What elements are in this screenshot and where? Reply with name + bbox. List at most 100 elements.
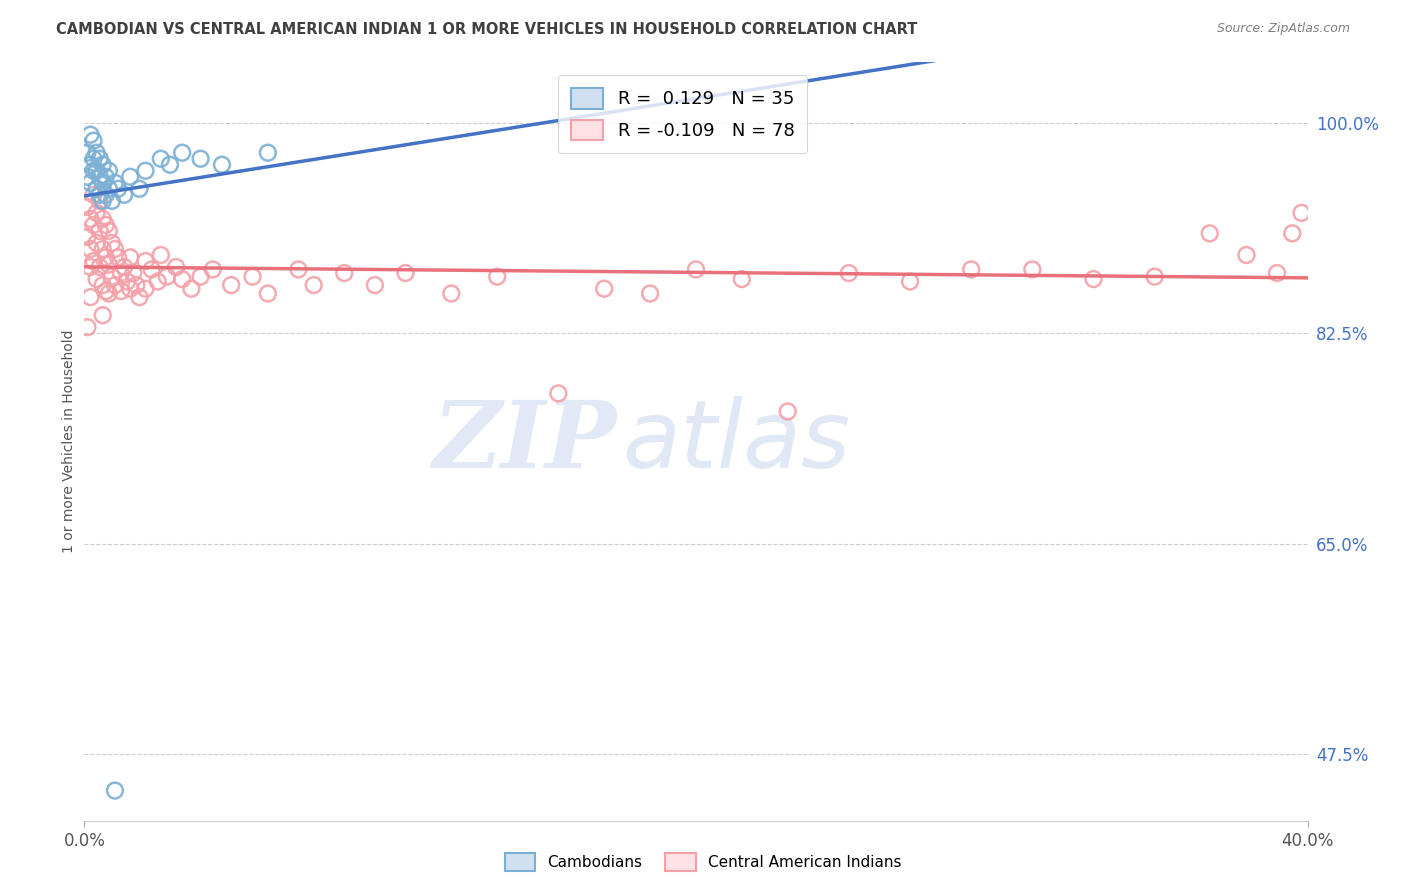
Point (122, 266, 145, 280)
Point (440, 286, 463, 301)
Point (190, 269, 212, 284)
Point (89, 169, 111, 184)
Point (94, 218, 117, 232)
Point (190, 152, 212, 166)
Point (201, 262, 224, 277)
Point (104, 278, 127, 293)
Point (79, 260, 101, 274)
Point (101, 269, 124, 284)
Point (257, 286, 280, 301)
Point (97, 286, 120, 301)
Point (593, 282, 616, 296)
Point (76, 169, 98, 184)
Point (104, 242, 127, 256)
Point (898, 275, 921, 289)
Point (547, 386, 569, 401)
Point (76, 145, 98, 160)
Point (79, 158, 101, 172)
Point (79, 290, 101, 304)
Point (731, 272, 754, 286)
Point (211, 158, 233, 172)
Point (89, 187, 111, 202)
Point (104, 783, 127, 797)
Point (165, 260, 187, 274)
Point (302, 278, 325, 293)
Point (76, 200, 98, 214)
Point (83, 163, 105, 178)
Point (97, 163, 120, 178)
Point (1236, 248, 1258, 262)
Point (1198, 227, 1220, 241)
Point (91, 242, 114, 256)
Point (76, 230, 98, 244)
Point (91, 158, 114, 172)
Point (1291, 206, 1313, 220)
Point (128, 290, 150, 304)
Point (89, 224, 111, 238)
Point (94, 284, 117, 298)
Point (149, 248, 172, 262)
Point (107, 251, 129, 265)
Point (91, 278, 114, 293)
Point (120, 169, 142, 184)
Point (97, 258, 120, 272)
Point (172, 272, 194, 286)
Point (172, 145, 194, 160)
Point (104, 176, 127, 190)
Point (83, 254, 105, 268)
Text: Source: ZipAtlas.com: Source: ZipAtlas.com (1216, 22, 1350, 36)
Point (97, 182, 120, 196)
Point (135, 163, 157, 178)
Point (94, 169, 117, 184)
Point (110, 266, 132, 280)
Point (1143, 269, 1166, 284)
Point (219, 278, 242, 293)
Point (91, 211, 114, 226)
Point (91, 194, 114, 208)
Point (86, 182, 108, 196)
Point (141, 262, 163, 277)
Point (91, 176, 114, 190)
Point (159, 158, 181, 172)
Point (156, 269, 179, 284)
Point (89, 194, 111, 208)
Point (76, 320, 98, 334)
Point (79, 128, 101, 142)
Point (107, 182, 129, 196)
Point (83, 134, 105, 148)
Point (135, 254, 157, 268)
Legend: R =  0.129   N = 35, R = -0.109   N = 78: R = 0.129 N = 35, R = -0.109 N = 78 (558, 75, 807, 153)
Point (120, 251, 142, 265)
Point (149, 152, 172, 166)
Point (486, 269, 509, 284)
Point (101, 235, 124, 250)
Point (112, 187, 135, 202)
Point (146, 275, 169, 289)
Point (685, 262, 707, 277)
Text: ZIP: ZIP (432, 397, 616, 486)
Point (79, 176, 101, 190)
Y-axis label: 1 or more Vehicles in Household: 1 or more Vehicles in Household (62, 330, 76, 553)
Point (83, 187, 105, 202)
Point (364, 278, 387, 293)
Point (89, 260, 111, 274)
Point (1021, 262, 1043, 277)
Point (1265, 266, 1288, 280)
Point (86, 145, 108, 160)
Point (135, 282, 157, 296)
Point (79, 211, 101, 226)
Point (120, 282, 142, 296)
Point (287, 262, 309, 277)
Point (960, 262, 983, 277)
Point (86, 235, 108, 250)
Point (91, 308, 114, 322)
Point (86, 272, 108, 286)
Point (83, 152, 105, 166)
Point (838, 266, 860, 280)
Point (115, 275, 138, 289)
Point (242, 269, 264, 284)
Point (110, 284, 132, 298)
Point (638, 286, 661, 301)
Point (86, 163, 108, 178)
Point (128, 182, 150, 196)
